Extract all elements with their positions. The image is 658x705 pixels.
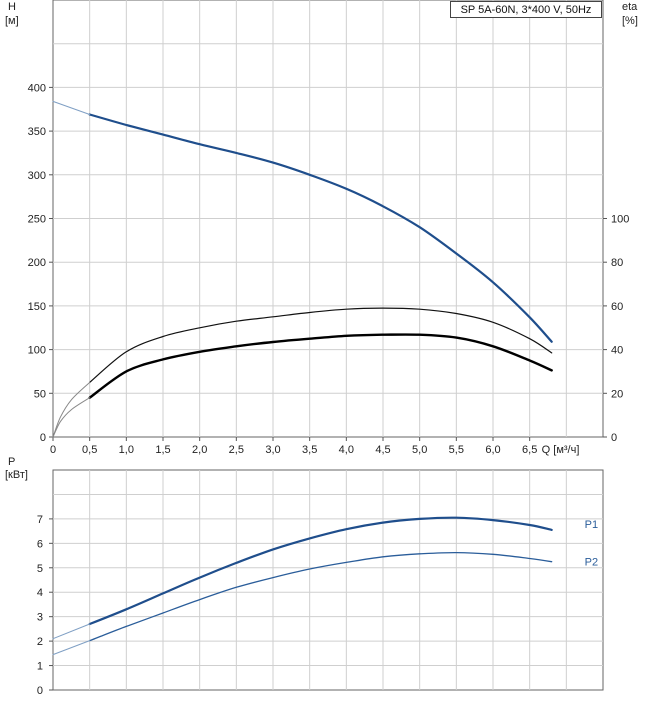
x-tick-label: 0,5 <box>82 444 97 456</box>
x-tick-label: 3,0 <box>265 444 280 456</box>
x-tick-label: 4,5 <box>375 444 390 456</box>
bottom-y-tick-label: 7 <box>37 514 43 526</box>
bottom-y-tick-label: 0 <box>37 685 43 697</box>
top-y-tick-label: 300 <box>28 170 46 182</box>
series-label-p2: P2 <box>585 557 598 569</box>
p-axis-unit: [кВт] <box>5 469 28 481</box>
series-label-p1: P1 <box>585 519 598 531</box>
bottom-y-tick-label: 5 <box>37 563 43 575</box>
x-tick-label: 5,0 <box>412 444 427 456</box>
top-series-line-1 <box>52 100 91 115</box>
bottom-y-tick-label: 2 <box>37 636 43 648</box>
top-y2-tick-label: 20 <box>611 388 623 400</box>
x-tick-label: 6,0 <box>485 444 500 456</box>
top-series-line-2 <box>89 307 553 383</box>
x-tick-label: 1,5 <box>155 444 170 456</box>
bottom-series-line-3 <box>52 640 91 656</box>
x-tick-label: 4,0 <box>339 444 354 456</box>
x-tick-label: 3,5 <box>302 444 317 456</box>
bottom-series-line-2 <box>89 551 553 642</box>
top-series-line-3 <box>52 381 91 438</box>
top-series-line-4 <box>88 333 553 399</box>
top-y-tick-label: 350 <box>28 126 46 138</box>
h-axis-label: H <box>8 1 16 13</box>
top-y2-tick-label: 40 <box>611 345 623 357</box>
eta-axis-unit: [%] <box>622 15 638 27</box>
bottom-series-line-0 <box>88 516 553 626</box>
x-tick-label: 2,0 <box>192 444 207 456</box>
eta-axis-label: eta <box>622 1 638 13</box>
top-y-tick-label: 400 <box>28 82 46 94</box>
top-y2-tick-label: 100 <box>611 214 629 226</box>
h-axis-unit: [м] <box>5 15 19 27</box>
top-y-tick-label: 100 <box>28 345 46 357</box>
bottom-y-tick-label: 6 <box>37 538 43 550</box>
top-y-tick-label: 200 <box>28 257 46 269</box>
top-series-line-0 <box>88 113 553 343</box>
x-axis-label: Q [м³/ч] <box>542 444 580 456</box>
bottom-y-tick-label: 1 <box>37 661 43 673</box>
top-y2-tick-label: 80 <box>611 257 623 269</box>
p-axis-label: P <box>8 456 15 468</box>
top-y-tick-label: 250 <box>28 214 46 226</box>
bottom-y-tick-label: 4 <box>37 587 43 599</box>
x-tick-label: 5,5 <box>449 444 464 456</box>
top-y-tick-label: 0 <box>40 432 46 444</box>
top-y-tick-label: 150 <box>28 301 46 313</box>
chart-title: SP 5A-60N, 3*400 V, 50Hz <box>450 1 602 18</box>
x-tick-label: 2,5 <box>229 444 244 456</box>
top-y-tick-label: 50 <box>34 388 46 400</box>
top-series-line-5 <box>52 397 91 438</box>
bottom-series-line-1 <box>52 623 91 640</box>
x-tick-label: 1,0 <box>119 444 134 456</box>
x-tick-label: 0 <box>50 444 56 456</box>
bottom-plot-frame <box>52 469 604 691</box>
top-y2-tick-label: 0 <box>611 432 617 444</box>
top-y2-tick-label: 60 <box>611 301 623 313</box>
bottom-y-tick-label: 3 <box>37 612 43 624</box>
x-tick-label: 6,5 <box>522 444 537 456</box>
